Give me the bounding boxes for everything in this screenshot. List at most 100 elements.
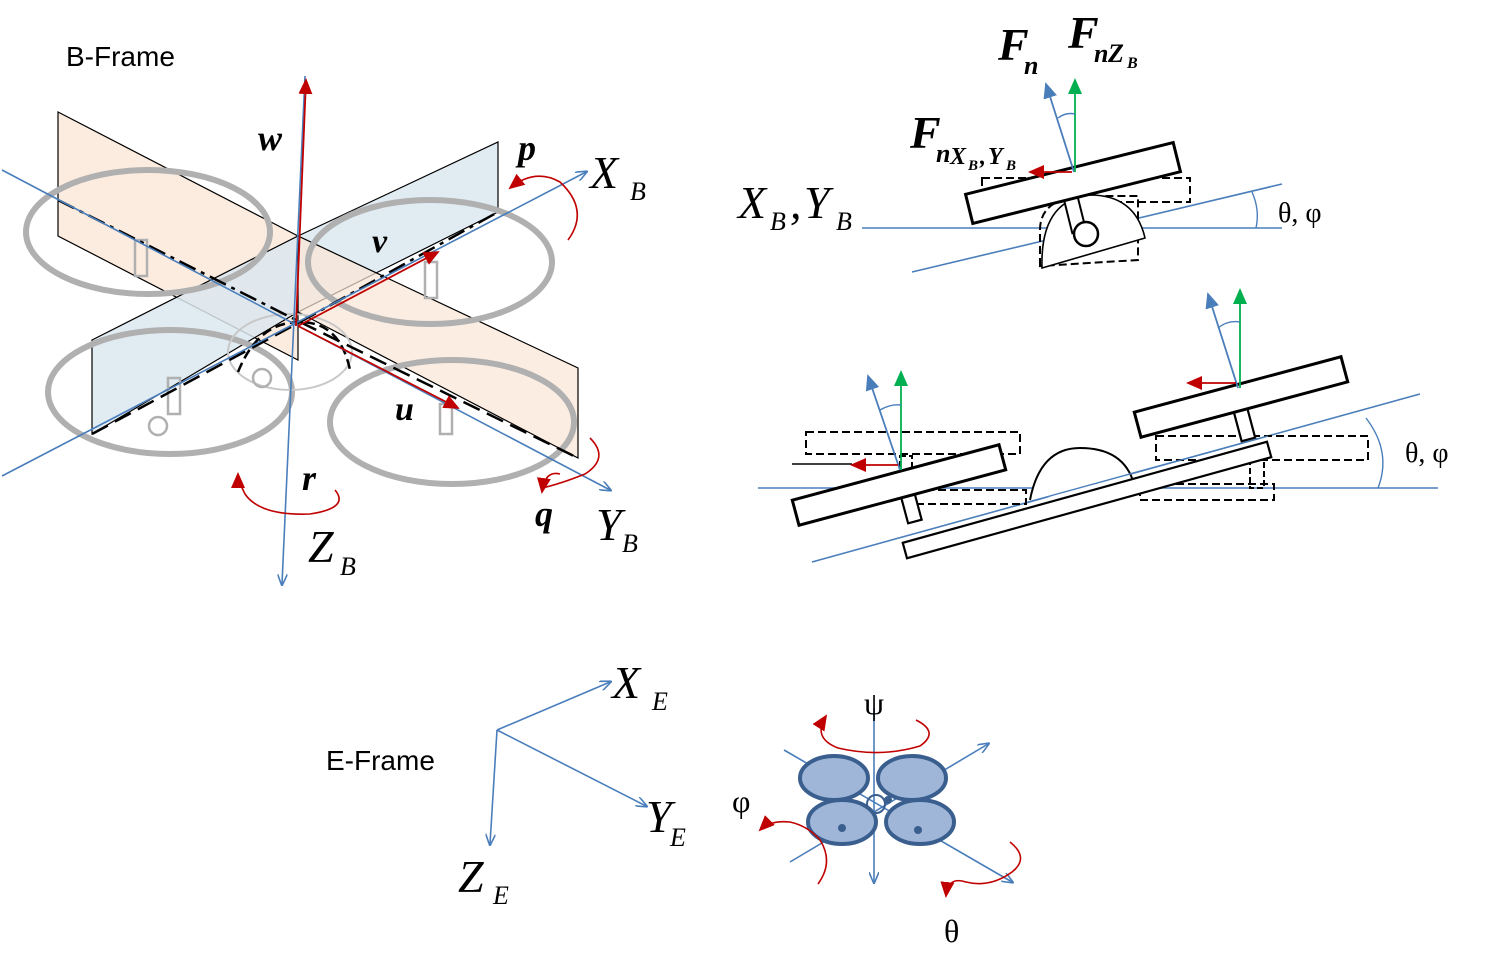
motor-base	[147, 415, 169, 437]
z-e-label: Z E	[458, 851, 509, 910]
x-e-label: X E	[610, 657, 668, 716]
q-rotation-arc-head	[536, 472, 561, 494]
small-quadrotor: ψ φ θ	[732, 685, 1022, 949]
p-rotation-arc	[508, 173, 579, 241]
z-e-axis-line	[490, 729, 498, 844]
svg-text:B: B	[622, 529, 638, 558]
y-b-label: Y B	[596, 499, 638, 558]
y-e-label: Y E	[646, 791, 686, 852]
b-frame-title: B-Frame	[66, 41, 175, 72]
svg-text:B: B	[340, 552, 356, 581]
tilt-diagram-middle: θ, φ	[758, 288, 1449, 563]
svg-text:X: X	[588, 147, 620, 198]
b-frame-group: B-Frame w v u p q r X B Y B Z B	[1, 41, 646, 584]
small-hub	[866, 794, 886, 814]
top-angle-label: θ, φ	[1278, 198, 1322, 229]
svg-text:,: ,	[790, 177, 802, 228]
psi-label: ψ	[864, 685, 884, 721]
motor-mount	[423, 260, 439, 300]
svg-text:n: n	[936, 139, 950, 168]
small-motor	[914, 826, 922, 834]
force-angle-arc	[1057, 112, 1076, 119]
p-label: p	[515, 128, 536, 168]
x-e-axis-line	[496, 682, 610, 731]
svg-text:B: B	[630, 177, 646, 206]
fnxy-label: F n X B , Y B	[909, 107, 1016, 174]
force-angle-arc-right	[1217, 320, 1241, 329]
svg-text:E: E	[492, 881, 509, 910]
propeller-ring-back-left	[23, 167, 273, 297]
middle-angle-label: θ, φ	[1405, 438, 1449, 469]
dashed-post-right	[1249, 457, 1265, 489]
xbyb-label: X B , Y B	[736, 177, 852, 236]
svg-text:B: B	[770, 207, 786, 236]
arm-inner-line	[1027, 435, 1269, 503]
angle-arc	[1365, 417, 1384, 489]
motor-mount	[438, 402, 454, 436]
svg-text:E: E	[651, 687, 668, 716]
y-e-axis-line	[496, 729, 646, 806]
dashed-pivot-ref	[1039, 195, 1139, 268]
w-vector	[295, 78, 313, 327]
fn-vector-left	[865, 374, 901, 471]
theta-rotation-arc	[940, 841, 1022, 898]
phi-rotation-arc	[758, 815, 828, 885]
small-motor	[838, 824, 846, 832]
svg-text:Z: Z	[1107, 39, 1124, 68]
e-frame-group: E-Frame X E Y E Z E	[326, 657, 686, 910]
q-rotation-arc	[541, 437, 600, 489]
svg-text:n: n	[1024, 51, 1038, 80]
psi-rotation-arc	[812, 714, 930, 754]
fn-vector-right	[1205, 292, 1239, 389]
r-rotation-arc	[231, 472, 340, 515]
force-diagram-top: F n F n Z B F n X B , Y B X B , Y B θ, φ	[736, 7, 1322, 273]
tilted-rotor-left	[790, 442, 1008, 528]
motor-mount	[166, 376, 182, 416]
svg-text:X: X	[610, 657, 642, 708]
svg-text:F: F	[1067, 7, 1099, 58]
motor-base	[251, 367, 273, 389]
pivot-joint	[1072, 220, 1100, 248]
u-label: u	[395, 391, 414, 428]
arm-dashed-y	[91, 320, 301, 436]
fn-vector	[1043, 82, 1075, 173]
svg-text:E: E	[669, 823, 686, 852]
force-angle-arc-left	[879, 404, 902, 411]
propeller-ring-back-right	[305, 197, 555, 327]
v-vector	[297, 251, 440, 327]
small-propeller	[876, 754, 948, 802]
svg-text:,: ,	[979, 144, 986, 170]
tilted-rotor-bar	[963, 140, 1183, 226]
small-propeller	[798, 754, 870, 802]
svg-text:B: B	[836, 207, 852, 236]
w-label: w	[258, 118, 283, 158]
e-frame-title: E-Frame	[326, 745, 435, 776]
phi-label: φ	[732, 783, 750, 819]
svg-text:B: B	[1126, 55, 1138, 72]
u-vector	[297, 325, 460, 409]
hub-dashed-arc	[236, 320, 352, 373]
motor-mount	[133, 238, 149, 278]
svg-text:Y: Y	[804, 177, 834, 228]
small-motor	[884, 796, 892, 804]
tilted-arm	[901, 440, 1273, 560]
x-b-label: X B	[588, 147, 646, 206]
angle-arc	[1251, 191, 1259, 229]
v-label: v	[372, 223, 388, 260]
svg-text:X: X	[736, 177, 768, 228]
propeller-ring-front-left	[45, 327, 295, 457]
svg-text:Y: Y	[988, 144, 1005, 170]
svg-text:F: F	[909, 107, 941, 158]
svg-text:B: B	[967, 158, 978, 174]
svg-text:n: n	[1094, 39, 1108, 68]
z-b-label: Z B	[308, 521, 356, 581]
svg-text:X: X	[949, 144, 967, 170]
svg-text:B: B	[1005, 158, 1016, 174]
svg-text:Z: Z	[308, 521, 334, 572]
svg-text:Y: Y	[596, 499, 626, 550]
theta-label: θ	[944, 913, 959, 949]
r-label: r	[302, 458, 317, 498]
z-b-axis-line	[282, 75, 306, 584]
svg-text:F: F	[997, 19, 1029, 70]
